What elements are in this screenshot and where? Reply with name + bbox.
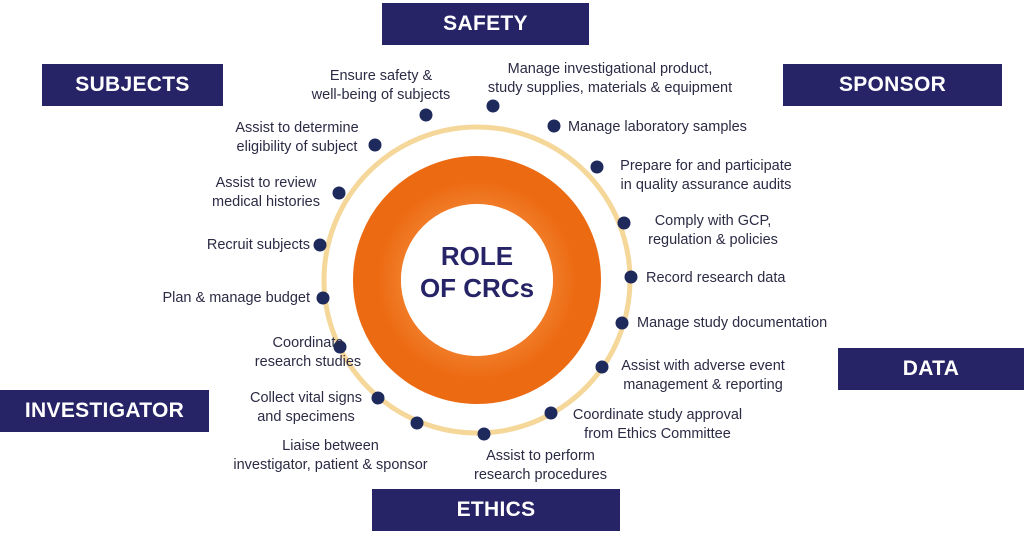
- role-label-line: Assist to perform: [486, 448, 595, 464]
- role-label-line: and specimens: [257, 409, 355, 425]
- role-label-line: Manage investigational product,: [507, 61, 713, 77]
- category-investigator: INVESTIGATOR: [0, 390, 209, 432]
- ring-dot: [410, 416, 424, 430]
- ring-dot: [316, 291, 330, 305]
- role-label-recruit: Recruit subjects: [207, 236, 310, 255]
- ring-dot: [477, 427, 491, 441]
- role-label-line: well-being of subjects: [311, 87, 451, 103]
- role-label-line: Plan & manage budget: [162, 290, 310, 306]
- ring-dot: [590, 160, 604, 174]
- role-label-budget: Plan & manage budget: [162, 289, 310, 308]
- role-label-line: Collect vital signs: [249, 390, 362, 406]
- role-label-ethics-approval: Coordinate study approval from Ethics Co…: [560, 406, 755, 444]
- role-label-investigational-product: Manage investigational product, study su…: [470, 60, 750, 98]
- role-label-medical-histories: Assist to review medical histories: [196, 174, 336, 212]
- role-label-gcp: Comply with GCP, regulation & policies: [633, 212, 793, 250]
- role-label-line: Assist with adverse event: [621, 358, 785, 374]
- role-label-line: Liaise between: [282, 438, 379, 454]
- ring-dot: [368, 138, 382, 152]
- role-label-line: Comply with GCP,: [654, 213, 772, 229]
- category-ethics: ETHICS: [372, 489, 620, 531]
- role-label-line: Assist to determine: [235, 120, 359, 136]
- role-label-line: Manage study documentation: [637, 315, 828, 331]
- ring-dot: [332, 186, 346, 200]
- role-label-eligibility: Assist to determine eligibility of subje…: [212, 119, 382, 157]
- role-label-lab-samples: Manage laboratory samples: [568, 118, 747, 137]
- role-label-line: in quality assurance audits: [620, 177, 792, 193]
- ring-dot: [624, 270, 638, 284]
- ring-dot: [333, 340, 347, 354]
- center-title-line: ROLE: [440, 241, 514, 271]
- role-label-line: Prepare for and participate: [620, 158, 792, 174]
- category-data: DATA: [838, 348, 1024, 390]
- role-label-line: Ensure safety &: [329, 68, 433, 84]
- role-label-line: from Ethics Committee: [584, 426, 731, 442]
- role-label-line: Coordinate: [272, 335, 344, 351]
- role-label-qa-audits: Prepare for and participate in quality a…: [606, 157, 806, 195]
- role-label-line: research studies: [254, 354, 362, 370]
- ring-dot: [544, 406, 558, 420]
- ring-dot: [486, 99, 500, 113]
- role-label-vital-signs: Collect vital signs and specimens: [236, 389, 376, 427]
- role-label-line: medical histories: [212, 194, 320, 210]
- center-title-line: OF CRCs: [419, 273, 535, 303]
- category-subjects: SUBJECTS: [42, 64, 223, 106]
- category-safety: SAFETY: [382, 3, 589, 45]
- role-label-line: eligibility of subject: [236, 139, 358, 155]
- ring-dot: [617, 216, 631, 230]
- ring-dot: [371, 391, 385, 405]
- role-label-safety: Ensure safety & well-being of subjects: [296, 67, 466, 105]
- center-title: ROLE OF CRCs: [397, 240, 557, 304]
- ring-dot: [419, 108, 433, 122]
- role-label-line: study supplies, materials & equipment: [487, 80, 733, 96]
- ring-dot: [595, 360, 609, 374]
- ring-dot: [313, 238, 327, 252]
- role-label-line: management & reporting: [623, 377, 783, 393]
- role-label-liaise: Liaise between investigator, patient & s…: [218, 437, 443, 475]
- orange-donut: [353, 156, 601, 404]
- role-label-line: Record research data: [646, 270, 786, 286]
- donut-inner-fill: [401, 204, 553, 356]
- role-label-line: Recruit subjects: [206, 237, 310, 253]
- role-label-line: investigator, patient & sponsor: [233, 457, 428, 473]
- category-sponsor: SPONSOR: [783, 64, 1002, 106]
- ring-dot: [547, 119, 561, 133]
- role-label-coordinate-studies: Coordinate research studies: [238, 334, 378, 372]
- ring-dot: [615, 316, 629, 330]
- role-label-line: regulation & policies: [648, 232, 778, 248]
- role-label-line: Manage laboratory samples: [568, 119, 747, 135]
- role-label-line: Coordinate study approval: [572, 407, 743, 423]
- role-label-research-procedures: Assist to perform research procedures: [458, 447, 623, 485]
- role-label-line: research procedures: [474, 467, 607, 483]
- role-label-line: Assist to review: [215, 175, 317, 191]
- role-label-record-data: Record research data: [646, 269, 785, 288]
- role-label-adverse-event: Assist with adverse event management & r…: [603, 357, 803, 395]
- role-label-study-documentation: Manage study documentation: [637, 314, 827, 333]
